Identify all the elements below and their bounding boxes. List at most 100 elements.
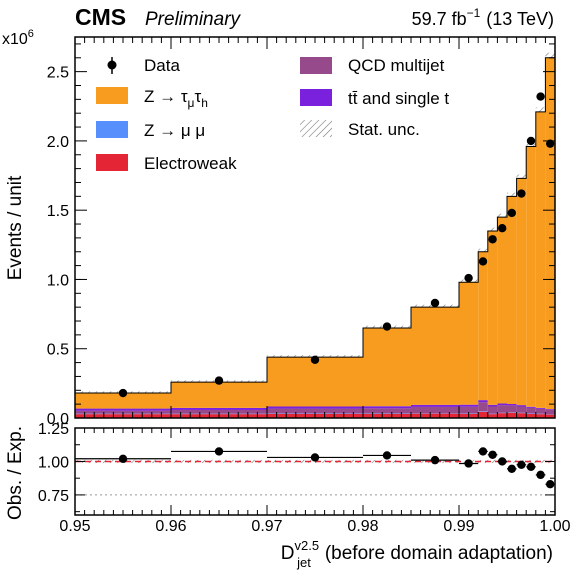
data-point-7 xyxy=(488,235,497,244)
legend: Data Z → τμτh Z → μ μ Electroweak QCD mu… xyxy=(96,56,449,173)
data-point-11 xyxy=(526,136,536,146)
bar-ztt-3 xyxy=(363,327,411,407)
bar-ztt-5 xyxy=(459,282,479,405)
bar-ew-4 xyxy=(411,413,459,418)
main-axis-ticks xyxy=(74,37,556,419)
ztt-swatch-icon xyxy=(96,87,128,104)
x-tick-label-0: 0.95 xyxy=(59,518,90,535)
svg-text:Z → τμτh: Z → τμτh xyxy=(144,87,208,110)
svg-text:tt̄ and single t: tt̄ and single t xyxy=(348,89,449,108)
legend-item-unc: Stat. unc. xyxy=(300,120,420,139)
ratio-tick-label-2: 1.25 xyxy=(38,421,69,438)
bar-qcd-12 xyxy=(535,408,546,414)
bar-tt-0 xyxy=(75,408,171,411)
svg-text:Data: Data xyxy=(144,56,180,75)
x-tick-label-5: 1.00 xyxy=(539,518,570,535)
ratio-point-7 xyxy=(488,450,497,459)
bar-qcd-13 xyxy=(545,409,555,415)
ratio-point-8 xyxy=(498,457,507,466)
bar-ew-10 xyxy=(516,413,527,418)
bar-tt-5 xyxy=(459,404,479,407)
bar-qcd-4 xyxy=(411,406,459,414)
ratio-point-2 xyxy=(310,453,320,462)
bar-tt-9 xyxy=(507,404,517,406)
ratio-point-12 xyxy=(536,470,545,480)
ratio-y-axis-label: Obs. / Exp. xyxy=(5,426,26,520)
ratio-reference-lines xyxy=(75,459,555,496)
ratio-point-10 xyxy=(517,460,526,470)
bar-ztt-1 xyxy=(171,382,267,408)
bar-ztt-2 xyxy=(267,357,363,407)
x-tick-label-2: 0.97 xyxy=(251,518,282,535)
ratio-tick-label-0: 0.75 xyxy=(38,488,69,505)
bar-ztt-11 xyxy=(526,146,536,407)
ratio-point-0 xyxy=(118,454,128,463)
bar-ew-9 xyxy=(507,412,517,418)
unc-band-10 xyxy=(516,174,527,179)
bar-ztt-12 xyxy=(535,111,546,408)
data-point-8 xyxy=(498,223,507,233)
y-multiplier-label: x106 xyxy=(2,28,34,48)
ratio-plot-frame xyxy=(74,427,556,516)
ratio-tick-label-1: 1.00 xyxy=(38,454,69,471)
x-tick-label-1: 0.96 xyxy=(155,518,186,535)
bar-qcd-2 xyxy=(267,408,363,414)
unc-band-12 xyxy=(535,107,546,112)
svg-text:Z → μ μ: Z → μ μ xyxy=(144,121,205,140)
bar-qcd-6 xyxy=(478,402,488,412)
bar-tt-6 xyxy=(478,400,488,403)
y-tick-label-0: 0.0 xyxy=(47,411,69,428)
legend-item-tt: tt̄ and single t xyxy=(300,89,449,108)
bar-ztt-4 xyxy=(411,307,459,405)
bar-ztt-6 xyxy=(478,251,488,401)
unc-band-7 xyxy=(487,227,498,231)
bar-tt-11 xyxy=(526,406,536,408)
bar-qcd-5 xyxy=(459,406,479,414)
bar-tt-3 xyxy=(363,406,411,409)
bar-qcd-8 xyxy=(497,405,507,413)
data-point-5 xyxy=(464,273,473,283)
data-point-2 xyxy=(310,355,320,365)
tt-swatch-icon xyxy=(300,89,332,106)
unc-band-6 xyxy=(478,248,488,252)
bar-zmm-6 xyxy=(478,411,488,412)
ratio-points-layer xyxy=(75,447,555,489)
bar-ew-12 xyxy=(535,414,546,418)
data-point-6 xyxy=(478,257,488,266)
bar-tt-2 xyxy=(267,406,363,409)
legend-item-qcd: QCD multijet xyxy=(300,56,445,75)
data-points-layer xyxy=(118,92,555,398)
x-axis-label: Dv2.5 jet (before domain adaptation) xyxy=(281,538,553,570)
data-point-0 xyxy=(118,388,128,398)
bar-tt-1 xyxy=(171,407,267,410)
y-tick-label-5: 2.5 xyxy=(47,65,69,82)
data-point-1 xyxy=(214,376,224,385)
y-tick-label-1: 0.5 xyxy=(47,342,69,359)
ratio-point-5 xyxy=(464,459,473,468)
data-point-13 xyxy=(546,139,555,148)
bar-tt-4 xyxy=(411,404,459,407)
bar-tt-7 xyxy=(487,404,498,407)
bar-qcd-9 xyxy=(507,405,517,413)
bar-ew-13 xyxy=(545,414,555,418)
hatch-swatch-icon xyxy=(300,120,332,137)
bar-qcd-7 xyxy=(487,406,498,414)
legend-item-ew: Electroweak xyxy=(96,154,237,173)
svg-text:Electroweak: Electroweak xyxy=(144,154,237,173)
bar-ztt-7 xyxy=(487,230,498,405)
bar-ew-8 xyxy=(497,413,507,418)
y-tick-labels: 0.0 0.5 1.0 1.5 2.0 2.5 xyxy=(47,65,69,428)
unc-band-8 xyxy=(497,213,507,218)
ratio-point-1 xyxy=(214,447,224,456)
status-label: Preliminary xyxy=(145,9,242,30)
stack-layer xyxy=(75,57,555,418)
bar-tt-12 xyxy=(535,407,546,409)
ratio-tick-labels: 0.75 1.00 1.25 xyxy=(38,421,69,505)
luminosity-label: 59.7 fb−1 (13 TeV) xyxy=(412,6,554,29)
ratio-point-11 xyxy=(526,462,536,472)
data-point-9 xyxy=(507,208,516,218)
data-point-10 xyxy=(517,189,526,198)
y-axis-label: Events / unit xyxy=(5,175,26,280)
bar-qcd-11 xyxy=(526,407,536,414)
